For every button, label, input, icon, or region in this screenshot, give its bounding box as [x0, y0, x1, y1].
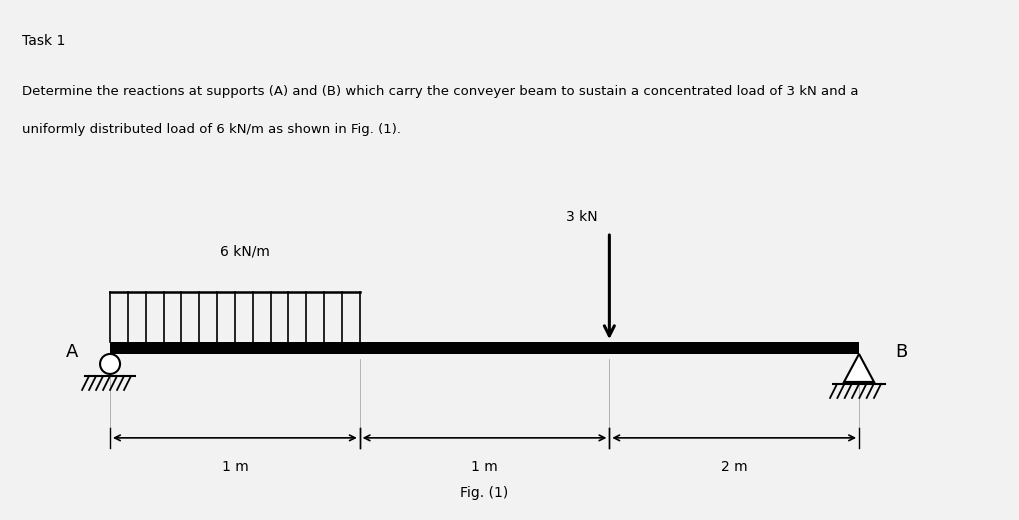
Text: uniformly distributed load of 6 kN/m as shown in Fig. (1).: uniformly distributed load of 6 kN/m as …: [22, 123, 401, 136]
Text: 1 m: 1 m: [471, 460, 498, 474]
Text: 3 kN: 3 kN: [566, 210, 597, 224]
Text: B: B: [895, 343, 907, 361]
Circle shape: [100, 354, 120, 374]
Text: 1 m: 1 m: [221, 460, 249, 474]
Text: 6 kN/m: 6 kN/m: [220, 244, 270, 258]
Text: 2 m: 2 m: [720, 460, 748, 474]
Bar: [110, 342, 859, 354]
Polygon shape: [844, 354, 874, 382]
Text: Task 1: Task 1: [22, 34, 65, 48]
Text: Determine the reactions at supports (A) and (B) which carry the conveyer beam to: Determine the reactions at supports (A) …: [22, 85, 859, 98]
Text: Fig. (1): Fig. (1): [461, 486, 508, 500]
Text: A: A: [66, 343, 78, 361]
